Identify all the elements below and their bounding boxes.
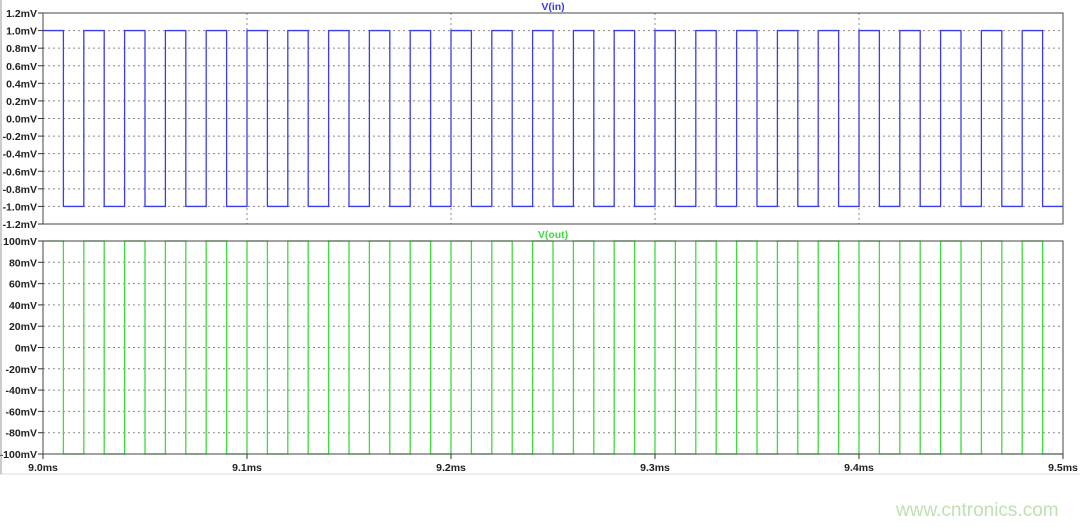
y-tick-label: -40mV: [5, 385, 37, 397]
y-tick-label: -100mV: [0, 449, 37, 461]
y-tick-label: 100mV: [3, 236, 37, 248]
y-tick-label: 0.6mV: [6, 61, 37, 73]
plot-frame: [42, 240, 1064, 455]
y-tick-label: 0.2mV: [6, 96, 37, 108]
plot-frame: [42, 12, 1064, 225]
y-tick-label: -20mV: [5, 364, 37, 376]
panel-vout: 100mV 80mV 60mV 40mV 20mV 0mV -20mV -40mV -60mV -…: [0, 229, 1078, 474]
trace-title: V(in): [541, 1, 564, 13]
y-tick-label: -0.2mV: [3, 131, 37, 143]
x-tick-label: 9.2ms: [436, 462, 466, 474]
x-tick-label: 9.3ms: [640, 462, 670, 474]
trace-title: V(out): [538, 229, 568, 241]
y-tick-label: 1.0mV: [6, 26, 37, 38]
y-tick-label: 20mV: [9, 321, 37, 333]
y-tick-label: 0.0mV: [6, 114, 37, 126]
y-tick-label: -80mV: [5, 428, 37, 440]
y-tick-label: 0mV: [15, 343, 37, 355]
x-tick-label: 9.0ms: [28, 462, 58, 474]
y-tick-label: 40mV: [9, 300, 37, 312]
y-tick-label: 60mV: [9, 279, 37, 291]
x-tick-label: 9.1ms: [232, 462, 262, 474]
watermark: www.cntronics.com: [896, 500, 1059, 521]
y-tick-label: -1.0mV: [3, 201, 37, 213]
y-tick-label: -1.2mV: [3, 219, 37, 231]
y-tick-label: 0.4mV: [6, 78, 37, 90]
y-tick-label: -0.8mV: [3, 184, 37, 196]
y-tick-label: 80mV: [9, 257, 37, 269]
y-tick-label: -0.6mV: [3, 166, 37, 178]
x-tick-label: 9.5ms: [1048, 462, 1078, 474]
trace-vin: [43, 29, 1063, 208]
panel-vin: 1.2mV 1.0mV 0.8mV 0.6mV 0.4mV 0.2mV 0.0mV -0.2m…: [3, 1, 1064, 231]
y-tick-label: 0.8mV: [6, 43, 37, 55]
y-tick-label: -60mV: [5, 406, 37, 418]
y-tick-label: -0.4mV: [3, 149, 37, 161]
y-tick-label: 1.2mV: [6, 8, 37, 20]
x-tick-label: 9.4ms: [844, 462, 874, 474]
